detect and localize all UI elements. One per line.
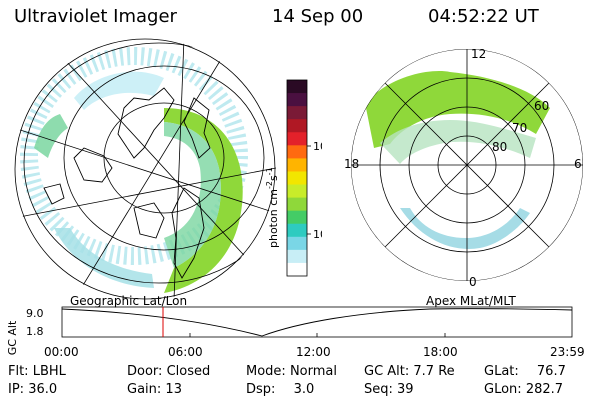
colorbar-tick-10: 10 bbox=[313, 228, 322, 241]
mode-value: Normal bbox=[289, 364, 337, 379]
colorbar-swatch bbox=[287, 145, 307, 159]
aurora-oval bbox=[20, 47, 248, 265]
geographic-map bbox=[14, 38, 276, 300]
seq-value: 39 bbox=[397, 382, 414, 397]
mlt-label-12: 12 bbox=[471, 48, 486, 61]
colorbar-tick-100: 100 bbox=[313, 140, 322, 153]
mlat-label-80: 80 bbox=[492, 140, 507, 154]
right-map-caption: Apex MLat/MLT bbox=[426, 294, 516, 308]
altitude-plot: GC Alt 9.0 1.8 00:00 06:00 12:00 18:00 2… bbox=[6, 306, 585, 359]
gain-field: Gain: 13 bbox=[127, 382, 182, 397]
glat-value: 76.7 bbox=[536, 364, 566, 379]
flt-field: Flt: LBHL bbox=[8, 364, 66, 379]
mode-field: Mode: Normal bbox=[246, 364, 337, 379]
apex-polar-plot: 12 18 6 0 60 70 80 bbox=[344, 48, 583, 289]
colorbar-swatch bbox=[287, 236, 307, 251]
colorbar-swatch bbox=[287, 93, 307, 107]
aurora-oval-dayside bbox=[365, 71, 550, 148]
mlt-label-6: 6 bbox=[574, 157, 582, 171]
time-tick-2359: 23:59 bbox=[550, 345, 585, 359]
colorbar-swatch bbox=[287, 184, 307, 199]
colorbar-swatch bbox=[287, 171, 307, 186]
glon-field: GLon: 282.7 bbox=[484, 382, 564, 397]
colorbar: 100 10 photon cm-2s-1 bbox=[265, 79, 322, 277]
time-tick-1200: 12:00 bbox=[296, 345, 331, 359]
dsp-value: 3.0 bbox=[293, 382, 315, 397]
glat-field: GLat: 76.7 bbox=[484, 364, 566, 379]
colorbar-swatch bbox=[287, 119, 307, 133]
time-tick-1800: 18:00 bbox=[423, 345, 458, 359]
colorbar-swatch bbox=[287, 197, 307, 212]
ip-value: 36.0 bbox=[28, 382, 58, 397]
colorbar-swatch bbox=[287, 210, 307, 225]
aurora-west bbox=[34, 114, 68, 158]
aurora-oval-inner bbox=[380, 120, 536, 164]
aurora-oval-nightside bbox=[400, 208, 530, 249]
time-label: 04:52:22 UT bbox=[428, 6, 539, 27]
app-title: Ultraviolet Imager bbox=[14, 6, 177, 27]
mlt-label-18: 18 bbox=[344, 157, 359, 171]
mlat-label-60: 60 bbox=[534, 99, 549, 113]
seq-field: Seq: 39 bbox=[364, 382, 414, 397]
gain-value: 13 bbox=[165, 382, 182, 397]
gcalt-field: GC Alt: 7.7 Re bbox=[364, 364, 455, 379]
time-tick-0000: 00:00 bbox=[44, 345, 79, 359]
colorbar-swatch bbox=[287, 106, 307, 120]
colorbar-swatch bbox=[287, 223, 307, 238]
gcalt-value: 7.7 Re bbox=[413, 364, 455, 379]
date-label: 14 Sep 00 bbox=[272, 6, 364, 27]
aurora-dayside bbox=[74, 71, 164, 110]
door-field: Door: Closed bbox=[127, 364, 211, 379]
door-value: Closed bbox=[166, 364, 211, 379]
time-tick-0600: 06:00 bbox=[168, 345, 203, 359]
aurora-band-edge bbox=[164, 122, 221, 268]
colorbar-swatches bbox=[287, 80, 307, 277]
mlat-label-70: 70 bbox=[512, 121, 527, 135]
colorbar-swatch bbox=[287, 158, 307, 172]
colorbar-swatch bbox=[287, 132, 307, 146]
dsp-field: Dsp: 3.0 bbox=[246, 382, 315, 397]
flt-value: LBHL bbox=[32, 364, 66, 379]
altitude-ytick-high: 9.0 bbox=[26, 307, 44, 320]
ip-field: IP: 36.0 bbox=[8, 382, 58, 397]
colorbar-swatch bbox=[287, 80, 307, 94]
glon-value: 282.7 bbox=[525, 382, 564, 397]
aurora-band bbox=[164, 108, 243, 293]
aurora-south bbox=[54, 228, 154, 288]
altitude-ylabel: GC Alt bbox=[6, 320, 19, 355]
colorbar-unit: photon cm-2s-1 bbox=[265, 167, 280, 248]
colorbar-swatch bbox=[287, 262, 307, 277]
mlt-label-0: 0 bbox=[469, 275, 477, 289]
altitude-curve bbox=[61, 308, 573, 337]
altitude-ytick-low: 1.8 bbox=[26, 325, 44, 338]
colorbar-swatch bbox=[287, 249, 307, 264]
left-map-caption: Geographic Lat/Lon bbox=[70, 294, 188, 308]
